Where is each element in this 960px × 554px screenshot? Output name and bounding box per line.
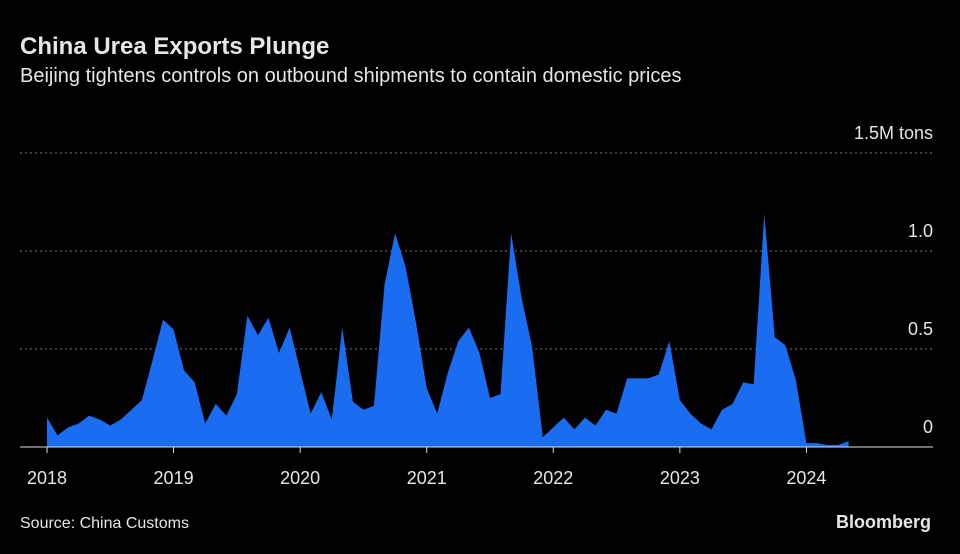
x-tick-label: 2020 bbox=[280, 468, 320, 488]
source: Source: China Customs bbox=[20, 515, 189, 532]
chart-title: China Urea Exports Plunge bbox=[20, 33, 329, 60]
chart-subtitle: Beijing tightens controls on outbound sh… bbox=[20, 65, 682, 87]
y-tick-label: 0.5 bbox=[908, 319, 933, 339]
x-tick-label: 2019 bbox=[154, 468, 194, 488]
y-tick-label: 1.5M tons bbox=[854, 123, 933, 143]
x-tick-label: 2021 bbox=[407, 468, 447, 488]
x-tick-label: 2023 bbox=[660, 468, 700, 488]
brand: Bloomberg bbox=[836, 512, 931, 532]
area bbox=[47, 213, 849, 447]
x-tick-label: 2022 bbox=[533, 468, 573, 488]
x-tick-label: 2024 bbox=[786, 468, 826, 488]
y-tick-label: 0 bbox=[923, 417, 933, 437]
x-tick-label: 2018 bbox=[27, 468, 67, 488]
y-tick-label: 1.0 bbox=[908, 221, 933, 241]
